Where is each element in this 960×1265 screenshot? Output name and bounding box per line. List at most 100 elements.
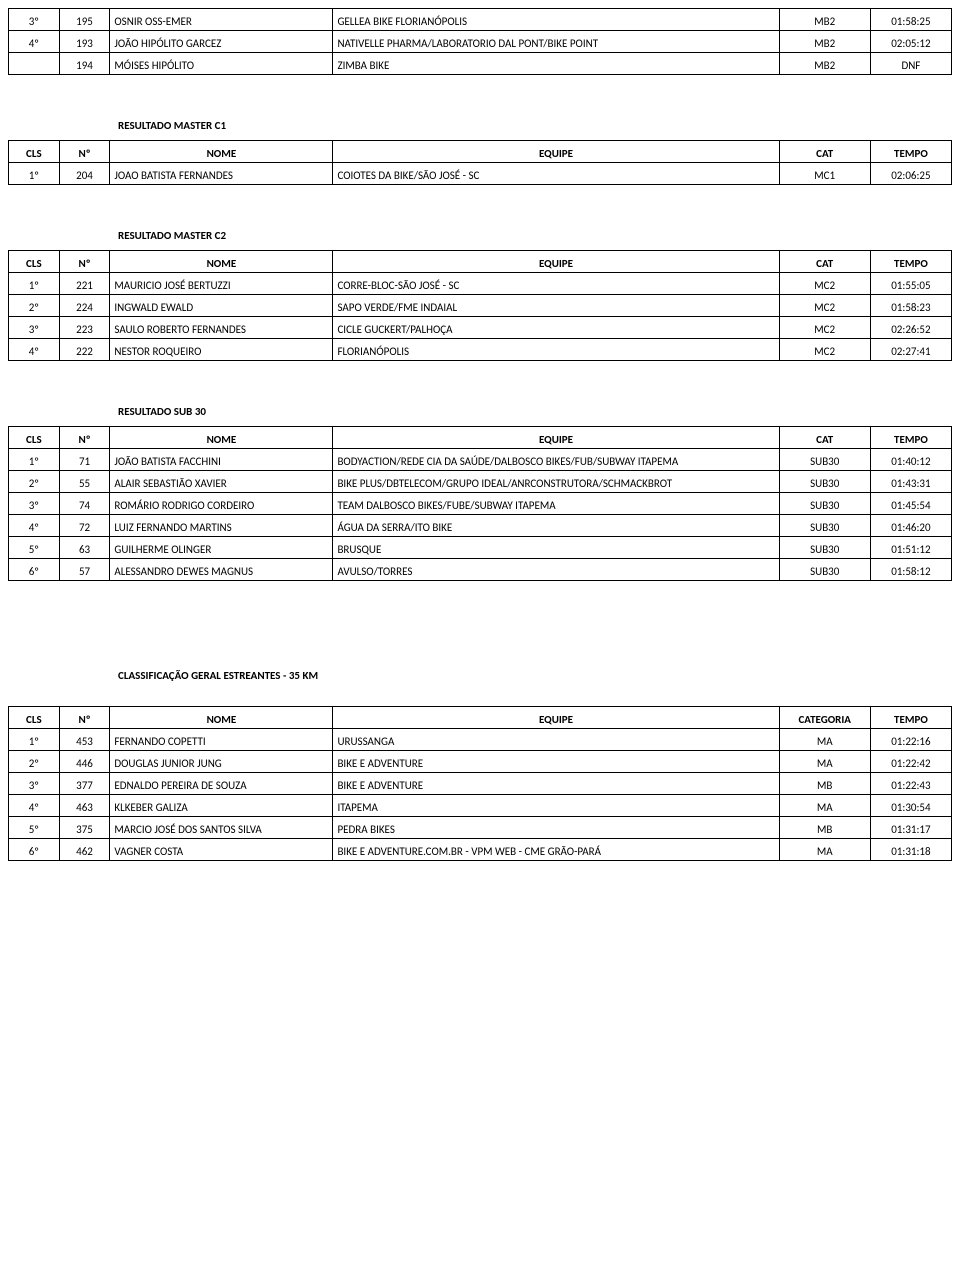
cell-cls: 2º: [9, 751, 60, 773]
col-nome: NOME: [110, 427, 333, 449]
cell-num: 194: [59, 53, 110, 75]
cell-num: 375: [59, 817, 110, 839]
cell-nome: LUIZ FERNANDO MARTINS: [110, 515, 333, 537]
table-row: 4º463KLKEBER GALIZAITAPEMAMA01:30:54: [9, 795, 952, 817]
cell-num: 224: [59, 295, 110, 317]
cell-cat: MA: [779, 839, 870, 861]
cell-equipe: BIKE E ADVENTURE.COM.BR - VPM WEB - CME …: [333, 839, 779, 861]
cell-cat: MC2: [779, 295, 870, 317]
table-row: 1º204JOAO BATISTA FERNANDESCOIOTES DA BI…: [9, 163, 952, 185]
cell-cat: SUB30: [779, 537, 870, 559]
cell-nome: EDNALDO PEREIRA DE SOUZA: [110, 773, 333, 795]
table-row: 5º375MARCIO JOSÉ DOS SANTOS SILVAPEDRA B…: [9, 817, 952, 839]
estreantes-table: CLS Nº NOME EQUIPE CATEGORIA TEMPO 1º453…: [8, 706, 952, 861]
cell-cat: MB2: [779, 53, 870, 75]
col-num: Nº: [59, 141, 110, 163]
cell-cls: 1º: [9, 729, 60, 751]
table-row: 5º63GUILHERME OLINGERBRUSQUESUB3001:51:1…: [9, 537, 952, 559]
cell-tempo: 01:31:18: [870, 839, 951, 861]
cell-cls: 5º: [9, 537, 60, 559]
cell-equipe: CORRE-BLOC-SÃO JOSÉ - SC: [333, 273, 779, 295]
cell-num: 72: [59, 515, 110, 537]
cell-tempo: 01:40:12: [870, 449, 951, 471]
cell-nome: OSNIR OSS-EMER: [110, 9, 333, 31]
cell-nome: JOÃO HIPÓLITO GARCEZ: [110, 31, 333, 53]
col-equipe: EQUIPE: [333, 707, 779, 729]
table-row: 4º193JOÃO HIPÓLITO GARCEZNATIVELLE PHARM…: [9, 31, 952, 53]
cell-cat: MC1: [779, 163, 870, 185]
cell-equipe: SAPO VERDE/FME INDAIAL: [333, 295, 779, 317]
cell-num: 463: [59, 795, 110, 817]
cell-equipe: PEDRA BIKES: [333, 817, 779, 839]
table-row: 2º446DOUGLAS JUNIOR JUNGBIKE E ADVENTURE…: [9, 751, 952, 773]
cell-cat: MB2: [779, 9, 870, 31]
col-nome: NOME: [110, 251, 333, 273]
cell-num: 57: [59, 559, 110, 581]
cell-nome: SAULO ROBERTO FERNANDES: [110, 317, 333, 339]
cell-tempo: 01:43:31: [870, 471, 951, 493]
col-cls: CLS: [9, 251, 60, 273]
col-equipe: EQUIPE: [333, 427, 779, 449]
cell-num: 195: [59, 9, 110, 31]
table-row: 3º377EDNALDO PEREIRA DE SOUZABIKE E ADVE…: [9, 773, 952, 795]
table-row: 6º57ALESSANDRO DEWES MAGNUSAVULSO/TORRES…: [9, 559, 952, 581]
cell-tempo: 02:26:52: [870, 317, 951, 339]
table-header-row: CLSNºNOMEEQUIPECATTEMPO: [9, 141, 952, 163]
cell-cat: SUB30: [779, 449, 870, 471]
section-title-estreantes: CLASSIFICAÇÃO GERAL ESTREANTES - 35 KM: [118, 669, 952, 682]
cell-tempo: 01:30:54: [870, 795, 951, 817]
table-row: 194MÓISES HIPÓLITOZIMBA BIKEMB2DNF: [9, 53, 952, 75]
table-row: 3º74ROMÁRIO RODRIGO CORDEIROTEAM DALBOSC…: [9, 493, 952, 515]
col-tempo: TEMPO: [870, 707, 951, 729]
table-row: 2º224INGWALD EWALDSAPO VERDE/FME INDAIAL…: [9, 295, 952, 317]
cell-equipe: FLORIANÓPOLIS: [333, 339, 779, 361]
cell-tempo: 01:22:43: [870, 773, 951, 795]
cell-nome: MÓISES HIPÓLITO: [110, 53, 333, 75]
table-row: 4º222NESTOR ROQUEIROFLORIANÓPOLISMC202:2…: [9, 339, 952, 361]
cell-nome: INGWALD EWALD: [110, 295, 333, 317]
cell-cat: MC2: [779, 273, 870, 295]
cell-tempo: 01:22:16: [870, 729, 951, 751]
cell-equipe: BODYACTION/REDE CIA DA SAÚDE/DALBOSCO BI…: [333, 449, 779, 471]
cell-equipe: TEAM DALBOSCO BIKES/FUBE/SUBWAY ITAPEMA: [333, 493, 779, 515]
cell-tempo: 02:27:41: [870, 339, 951, 361]
cell-nome: JOAO BATISTA FERNANDES: [110, 163, 333, 185]
cell-cls: 3º: [9, 493, 60, 515]
col-cat: CAT: [779, 141, 870, 163]
col-num: Nº: [59, 427, 110, 449]
table-row: 3º223SAULO ROBERTO FERNANDESCICLE GUCKER…: [9, 317, 952, 339]
col-cat: CATEGORIA: [779, 707, 870, 729]
results-table: CLSNºNOMEEQUIPECATTEMPO1º204JOAO BATISTA…: [8, 140, 952, 185]
table-header-row: CLSNºNOMEEQUIPECATTEMPO: [9, 251, 952, 273]
cell-cls: [9, 53, 60, 75]
cell-nome: NESTOR ROQUEIRO: [110, 339, 333, 361]
cell-cls: 4º: [9, 795, 60, 817]
cell-nome: FERNANDO COPETTI: [110, 729, 333, 751]
col-cat: CAT: [779, 251, 870, 273]
section-title: RESULTADO MASTER C2: [118, 229, 952, 242]
cell-tempo: 01:51:12: [870, 537, 951, 559]
cell-cls: 3º: [9, 9, 60, 31]
cell-num: 223: [59, 317, 110, 339]
cell-cls: 2º: [9, 295, 60, 317]
cell-equipe: URUSSANGA: [333, 729, 779, 751]
cell-tempo: 01:58:12: [870, 559, 951, 581]
cell-cls: 2º: [9, 471, 60, 493]
cell-cls: 3º: [9, 773, 60, 795]
cell-equipe: BIKE PLUS/DBTELECOM/GRUPO IDEAL/ANRCONST…: [333, 471, 779, 493]
table-row: 4º72LUIZ FERNANDO MARTINSÁGUA DA SERRA/I…: [9, 515, 952, 537]
cell-equipe: BRUSQUE: [333, 537, 779, 559]
table-header-row: CLSNºNOMEEQUIPECATTEMPO: [9, 427, 952, 449]
col-cls: CLS: [9, 427, 60, 449]
col-nome: NOME: [110, 707, 333, 729]
cell-cls: 1º: [9, 273, 60, 295]
cell-equipe: BIKE E ADVENTURE: [333, 773, 779, 795]
cell-cls: 3º: [9, 317, 60, 339]
cell-num: 377: [59, 773, 110, 795]
cell-equipe: CICLE GUCKERT/PALHOÇA: [333, 317, 779, 339]
col-cat: CAT: [779, 427, 870, 449]
cell-tempo: 01:58:23: [870, 295, 951, 317]
cell-cls: 1º: [9, 163, 60, 185]
cell-num: 462: [59, 839, 110, 861]
cell-nome: ALAIR SEBASTIÃO XAVIER: [110, 471, 333, 493]
